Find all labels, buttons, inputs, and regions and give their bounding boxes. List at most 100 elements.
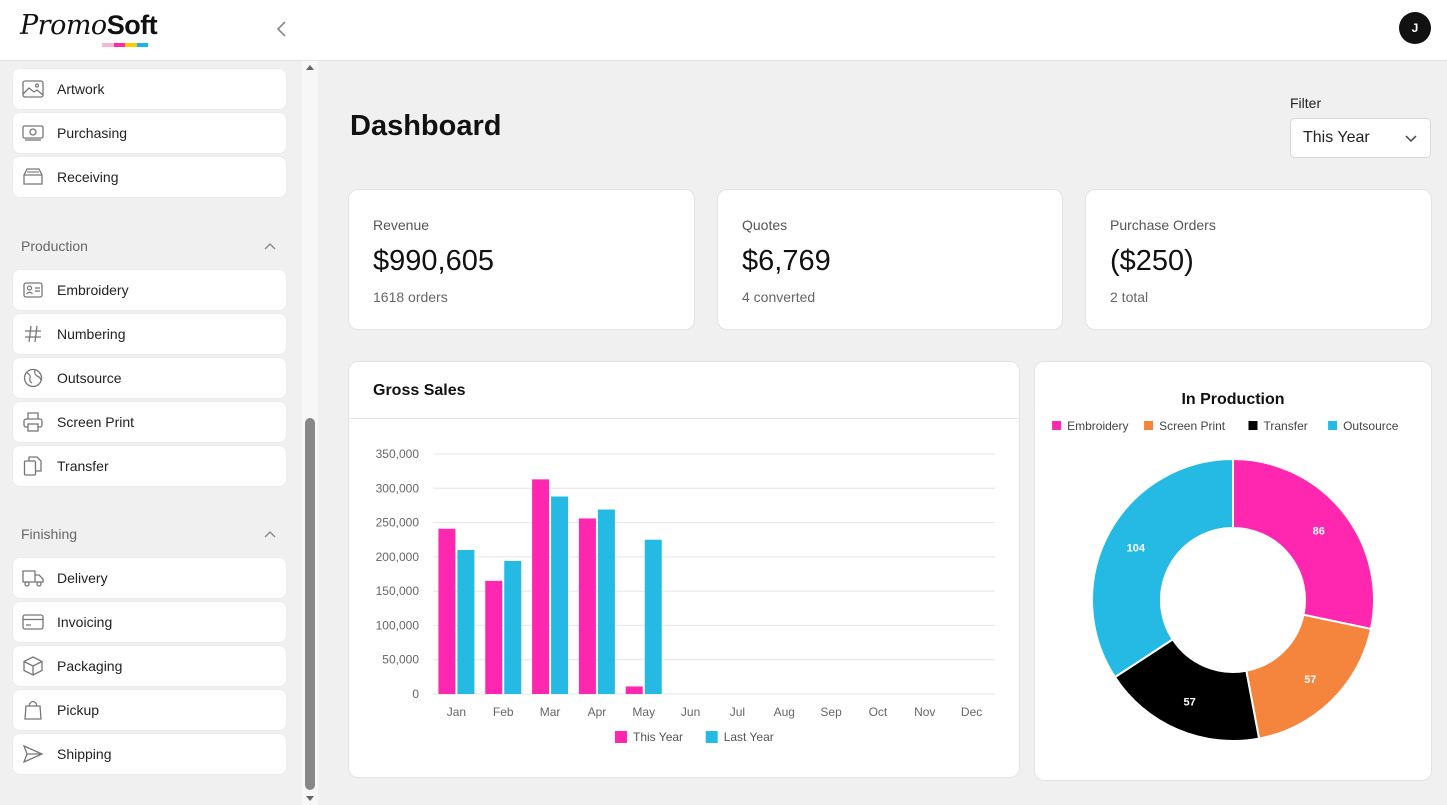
legend-label[interactable]: Embroidery: [1067, 419, 1128, 433]
sidebar-item-shipping[interactable]: Shipping: [13, 734, 286, 774]
bar[interactable]: [625, 686, 643, 694]
legend-label[interactable]: Outsource: [1343, 419, 1399, 433]
divider: [349, 418, 1019, 419]
legend-swatch: [1052, 421, 1062, 430]
sidebar-item-packaging[interactable]: Packaging: [13, 646, 286, 686]
stat-card-quotes[interactable]: Quotes $6,769 4 converted: [717, 189, 1063, 330]
x-tick-label: Nov: [914, 705, 935, 719]
chart-title: Gross Sales: [373, 382, 466, 399]
sidebar-item-artwork[interactable]: Artwork: [13, 69, 286, 109]
bar[interactable]: [485, 580, 503, 694]
sidebar-item-screen-print[interactable]: Screen Print: [13, 402, 286, 442]
promosoft-logo[interactable]: PromoSoft: [20, 10, 158, 50]
sidebar-item-label: Receiving: [57, 169, 119, 185]
truck-icon: [22, 567, 44, 589]
legend-label[interactable]: This Year: [633, 730, 683, 744]
donut-slice[interactable]: [1091, 457, 1234, 679]
x-tick-label: Oct: [869, 705, 888, 719]
chevron-up-icon: [264, 531, 276, 538]
donut-slice[interactable]: [1113, 637, 1261, 742]
stat-value: $990,605: [373, 245, 494, 277]
send-icon: [22, 743, 44, 765]
legend-label[interactable]: Last Year: [724, 730, 774, 744]
bar[interactable]: [644, 539, 662, 694]
bar[interactable]: [532, 479, 550, 694]
scroll-up-arrow-icon[interactable]: [306, 65, 314, 70]
donut-slice[interactable]: [1232, 457, 1375, 631]
bar[interactable]: [578, 518, 596, 694]
bar[interactable]: [597, 509, 615, 694]
in-production-donut-chart: In Production Embroidery Screen Print Trans…: [1052, 391, 1399, 742]
donut-slice[interactable]: [1245, 613, 1373, 740]
stat-value: $6,769: [742, 245, 831, 277]
sidebar-item-label: Artwork: [57, 81, 105, 97]
scrollbar-thumb[interactable]: [305, 418, 315, 790]
stat-subtext: 4 converted: [742, 289, 816, 305]
sidebar-item-invoicing[interactable]: Invoicing: [13, 602, 286, 642]
stat-label: Quotes: [742, 217, 788, 233]
logo-stripe-segment: [113, 43, 125, 47]
copy-icon: [22, 455, 44, 477]
sidebar-item-pickup[interactable]: Pickup: [13, 690, 286, 730]
credit-card-icon: [22, 611, 44, 633]
legend-label[interactable]: Transfer: [1264, 419, 1308, 433]
x-tick-label: Apr: [588, 705, 607, 719]
slice-value-label: 86: [1313, 525, 1325, 537]
gross-sales-bar-chart: 0 50,000 100,000 150,000 200,000 250,000 300,0…: [376, 447, 995, 744]
slice-value-label: 57: [1184, 697, 1196, 709]
bar[interactable]: [438, 528, 456, 694]
section-title: Finishing: [21, 526, 78, 542]
sidebar-item-embroidery[interactable]: Embroidery: [13, 270, 286, 310]
collapse-sidebar-button[interactable]: [272, 17, 292, 41]
sidebar-item-delivery[interactable]: Delivery: [13, 558, 286, 598]
y-tick-label: 50,000: [382, 653, 419, 667]
y-tick-label: 350,000: [376, 447, 420, 461]
x-tick-label: May: [632, 705, 655, 719]
y-tick-label: 150,000: [376, 584, 420, 598]
top-bar: PromoSoft J: [0, 0, 1447, 61]
slice-value-label: 104: [1127, 542, 1146, 554]
sidebar-item-receiving[interactable]: Receiving: [13, 157, 286, 197]
image-icon: [22, 78, 44, 100]
chart-title: In Production: [1181, 391, 1284, 408]
bar[interactable]: [551, 496, 569, 694]
stat-card-purchase-orders[interactable]: Purchase Orders ($250) 2 total: [1085, 189, 1432, 330]
sidebar-item-label: Invoicing: [57, 614, 113, 630]
slice-value-label: 57: [1304, 674, 1316, 686]
filter-select[interactable]: This Year: [1290, 118, 1431, 158]
x-tick-label: Aug: [774, 705, 795, 719]
logo-color-stripe: [102, 43, 148, 47]
chevron-left-icon: [276, 21, 286, 37]
section-title: Production: [21, 238, 88, 254]
sidebar-item-outsource[interactable]: Outsource: [13, 358, 286, 398]
y-tick-label: 100,000: [376, 618, 420, 632]
x-tick-label: Sep: [820, 705, 842, 719]
sidebar-item-label: Delivery: [57, 570, 108, 586]
sidebar-scrollbar[interactable]: [302, 61, 318, 805]
user-avatar[interactable]: J: [1399, 12, 1431, 44]
sidebar-item-numbering[interactable]: Numbering: [13, 314, 286, 354]
sidebar-item-transfer[interactable]: Transfer: [13, 446, 286, 486]
bar[interactable]: [504, 560, 522, 694]
sidebar-item-label: Purchasing: [57, 125, 128, 141]
bar[interactable]: [457, 550, 475, 694]
filter-selected-value: This Year: [1303, 129, 1370, 146]
stat-subtext: 1618 orders: [373, 289, 448, 305]
scroll-down-arrow-icon[interactable]: [306, 796, 314, 801]
sidebar-item-purchasing[interactable]: Purchasing: [13, 113, 286, 153]
legend-label[interactable]: Screen Print: [1159, 419, 1226, 433]
logo-stripe-segment: [125, 43, 137, 47]
legend-swatch: [1328, 421, 1338, 430]
section-header-production[interactable]: Production: [21, 236, 276, 256]
chevron-up-icon: [264, 243, 276, 250]
box-icon: [22, 655, 44, 677]
stat-card-revenue[interactable]: Revenue $990,605 1618 orders: [348, 189, 695, 330]
section-header-finishing[interactable]: Finishing: [21, 524, 276, 544]
x-tick-label: Jun: [681, 705, 700, 719]
x-tick-label: Dec: [961, 705, 982, 719]
sidebar-item-label: Embroidery: [57, 282, 129, 298]
logo-text-bold: Soft: [106, 10, 158, 40]
filter-label: Filter: [1290, 95, 1322, 111]
sidebar: Artwork Purchasing Receiving Production …: [0, 61, 302, 805]
y-tick-label: 0: [412, 687, 419, 701]
